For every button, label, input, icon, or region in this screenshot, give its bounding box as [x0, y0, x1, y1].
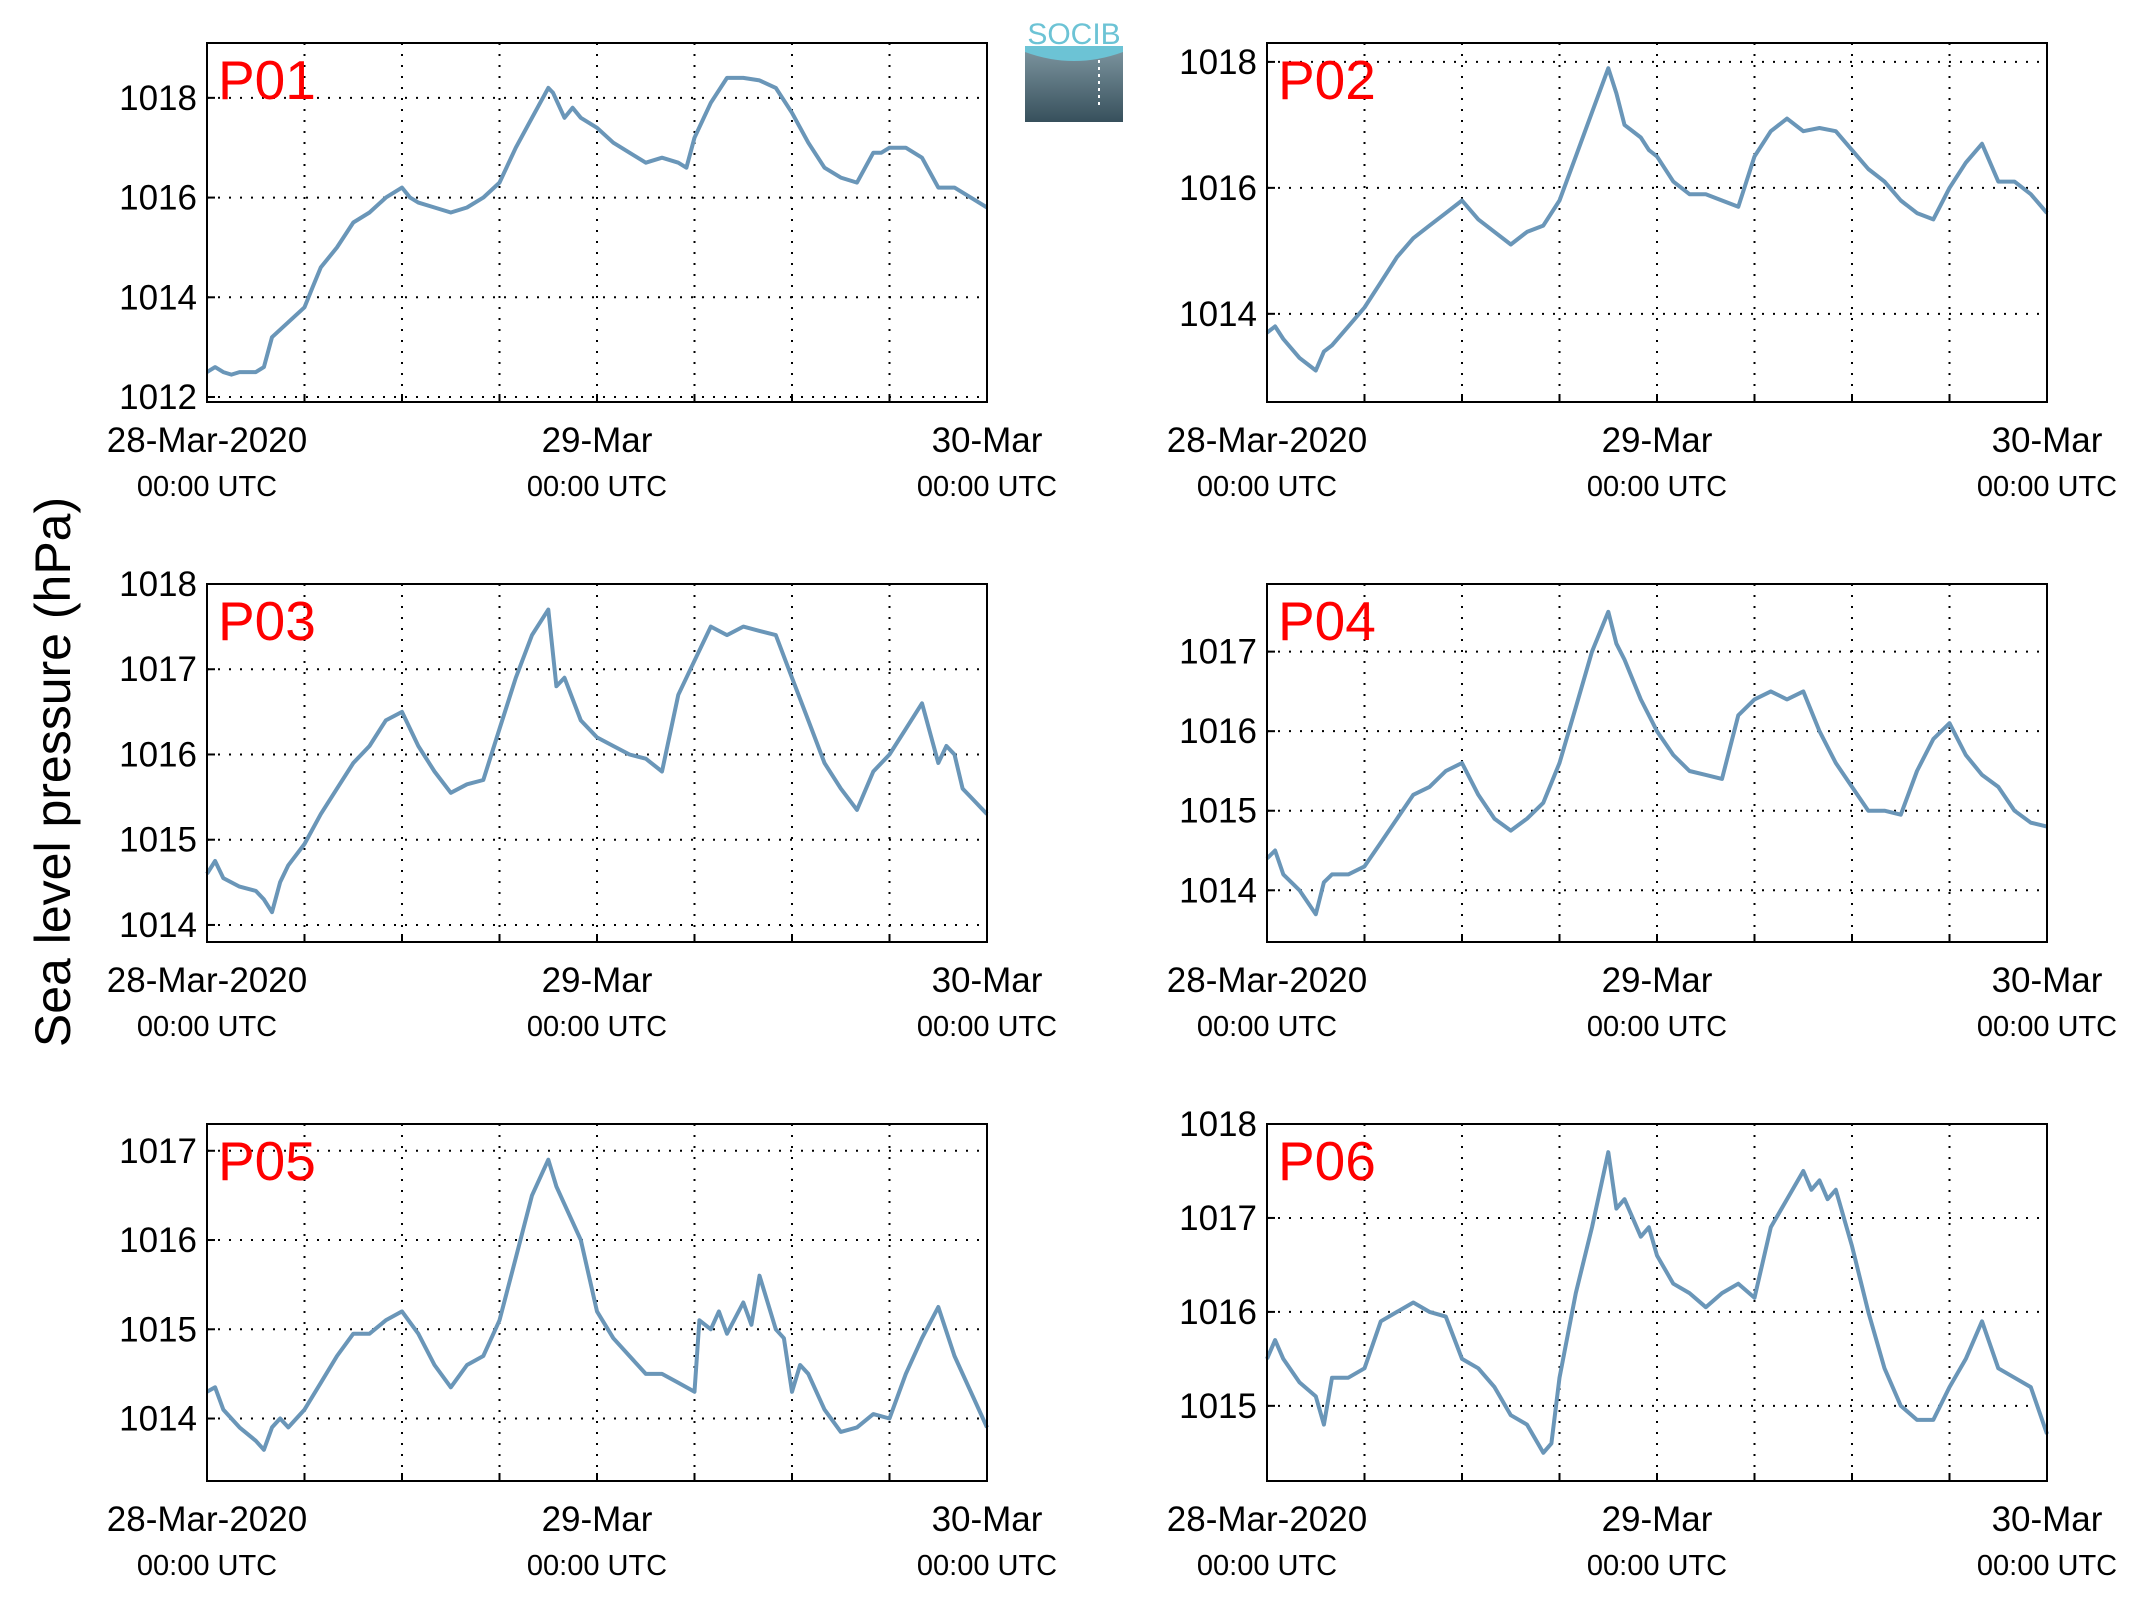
panel-label: P03	[218, 590, 316, 652]
x-tick-sublabel: 00:00 UTC	[1587, 471, 1727, 503]
y-tick-label: 1018	[1179, 43, 1257, 82]
y-tick-label: 1017	[119, 650, 197, 689]
panel-p04: 1014 1015 1016 1017 28-Mar-2020 00:00 UTC 29-M…	[1167, 583, 2117, 1043]
y-tick-label: 1012	[119, 378, 197, 417]
x-tick-sublabel: 00:00 UTC	[137, 1011, 277, 1043]
plot-frame	[1266, 1123, 2048, 1482]
x-tick-label: 30-Mar	[932, 961, 1043, 1000]
y-tick-label: 1015	[1179, 792, 1257, 831]
x-tick-sublabel: 00:00 UTC	[917, 1550, 1057, 1582]
y-tick-label: 1018	[119, 565, 197, 604]
pressure-line	[206, 1157, 989, 1452]
y-tick-label: 1015	[1179, 1387, 1257, 1426]
panel-label: P01	[218, 49, 316, 111]
plot-frame	[206, 1123, 988, 1482]
x-tick-sublabel: 00:00 UTC	[1197, 1011, 1337, 1043]
x-tick-label: 29-Mar	[542, 1500, 653, 1539]
pressure-line	[205, 75, 989, 377]
x-tick-label: 30-Mar	[932, 1500, 1043, 1539]
x-tick-sublabel: 00:00 UTC	[917, 1011, 1057, 1043]
y-tick-label: 1014	[1179, 295, 1257, 334]
x-tick-label: 28-Mar-2020	[107, 421, 307, 460]
y-tick-label: 1015	[119, 1310, 197, 1349]
panel-p03: 1014 1015 1016 1017 1018 28-Mar-2020 00:00 UTC…	[107, 565, 1057, 1043]
y-tick-label: 1018	[119, 79, 197, 118]
x-tick-label: 30-Mar	[1992, 1500, 2103, 1539]
x-tick-sublabel: 00:00 UTC	[1197, 1550, 1337, 1582]
y-tick-label: 1016	[119, 1221, 197, 1260]
x-tick-sublabel: 00:00 UTC	[137, 471, 277, 503]
panel-p05: 1014 1015 1016 1017 28-Mar-2020 00:00 UTC 29-M…	[107, 1123, 1057, 1582]
x-tick-label: 28-Mar-2020	[1167, 961, 1367, 1000]
socib-logo: SOCIB	[1025, 18, 1123, 122]
x-tick-label: 29-Mar	[542, 961, 653, 1000]
panel-p06: 1015 1016 1017 1018 28-Mar-2020 00:00 UTC 29-M…	[1167, 1105, 2117, 1582]
y-tick-label: 1014	[1179, 871, 1257, 910]
x-tick-sublabel: 00:00 UTC	[1977, 471, 2117, 503]
panel-p01: 1012 1014 1016 1018 28-Mar-2020 00:00 UTC 29-M…	[107, 42, 1057, 503]
y-tick-label: 1016	[1179, 1293, 1257, 1332]
y-tick-label: 1015	[119, 821, 197, 860]
x-tick-sublabel: 00:00 UTC	[527, 1011, 667, 1043]
panel-label: P04	[1278, 590, 1376, 652]
y-tick-label: 1016	[119, 735, 197, 774]
x-tick-label: 28-Mar-2020	[1167, 421, 1367, 460]
pressure-line	[1265, 609, 2048, 917]
panel-p02: 1014 1016 1018 28-Mar-2020 00:00 UTC 29-Mar 00…	[1167, 42, 2117, 503]
y-tick-label: 1017	[1179, 1199, 1257, 1238]
panel-label: P06	[1278, 1130, 1376, 1192]
logo-text: SOCIB	[1027, 18, 1120, 51]
x-tick-label: 29-Mar	[1602, 1500, 1713, 1539]
y-tick-label: 1018	[1179, 1105, 1257, 1144]
x-tick-sublabel: 00:00 UTC	[1977, 1011, 2117, 1043]
x-tick-label: 28-Mar-2020	[107, 1500, 307, 1539]
x-tick-label: 28-Mar-2020	[1167, 1500, 1367, 1539]
x-tick-sublabel: 00:00 UTC	[1197, 471, 1337, 503]
x-tick-sublabel: 00:00 UTC	[1587, 1550, 1727, 1582]
x-tick-sublabel: 00:00 UTC	[1587, 1011, 1727, 1043]
y-tick-label: 1014	[119, 906, 197, 945]
x-tick-label: 30-Mar	[1992, 961, 2103, 1000]
x-tick-label: 29-Mar	[1602, 961, 1713, 1000]
pressure-line	[205, 607, 989, 915]
y-tick-label: 1017	[1179, 633, 1257, 672]
x-tick-label: 29-Mar	[542, 421, 653, 460]
y-tick-label: 1017	[119, 1132, 197, 1171]
plot-frame	[206, 42, 988, 403]
x-tick-sublabel: 00:00 UTC	[1977, 1550, 2117, 1582]
x-tick-sublabel: 00:00 UTC	[137, 1550, 277, 1582]
y-tick-label: 1014	[119, 278, 197, 317]
x-tick-sublabel: 00:00 UTC	[917, 471, 1057, 503]
panel-label: P05	[218, 1130, 316, 1192]
x-tick-label: 30-Mar	[1992, 421, 2103, 460]
pressure-line	[1265, 66, 2049, 373]
x-tick-sublabel: 00:00 UTC	[527, 1550, 667, 1582]
panel-label: P02	[1278, 49, 1376, 111]
x-tick-label: 30-Mar	[932, 421, 1043, 460]
plot-frame	[1266, 42, 2048, 403]
plot-frame	[206, 583, 988, 943]
plot-frame	[1266, 583, 2048, 943]
y-tick-label: 1016	[119, 179, 197, 218]
x-tick-label: 29-Mar	[1602, 421, 1713, 460]
y-tick-label: 1016	[1179, 169, 1257, 208]
x-tick-label: 28-Mar-2020	[107, 961, 307, 1000]
pressure-line	[1265, 1150, 2049, 1455]
y-tick-label: 1016	[1179, 712, 1257, 751]
y-axis-label: Sea level pressure (hPa)	[25, 497, 81, 1047]
y-tick-label: 1014	[119, 1400, 197, 1439]
x-tick-sublabel: 00:00 UTC	[527, 471, 667, 503]
